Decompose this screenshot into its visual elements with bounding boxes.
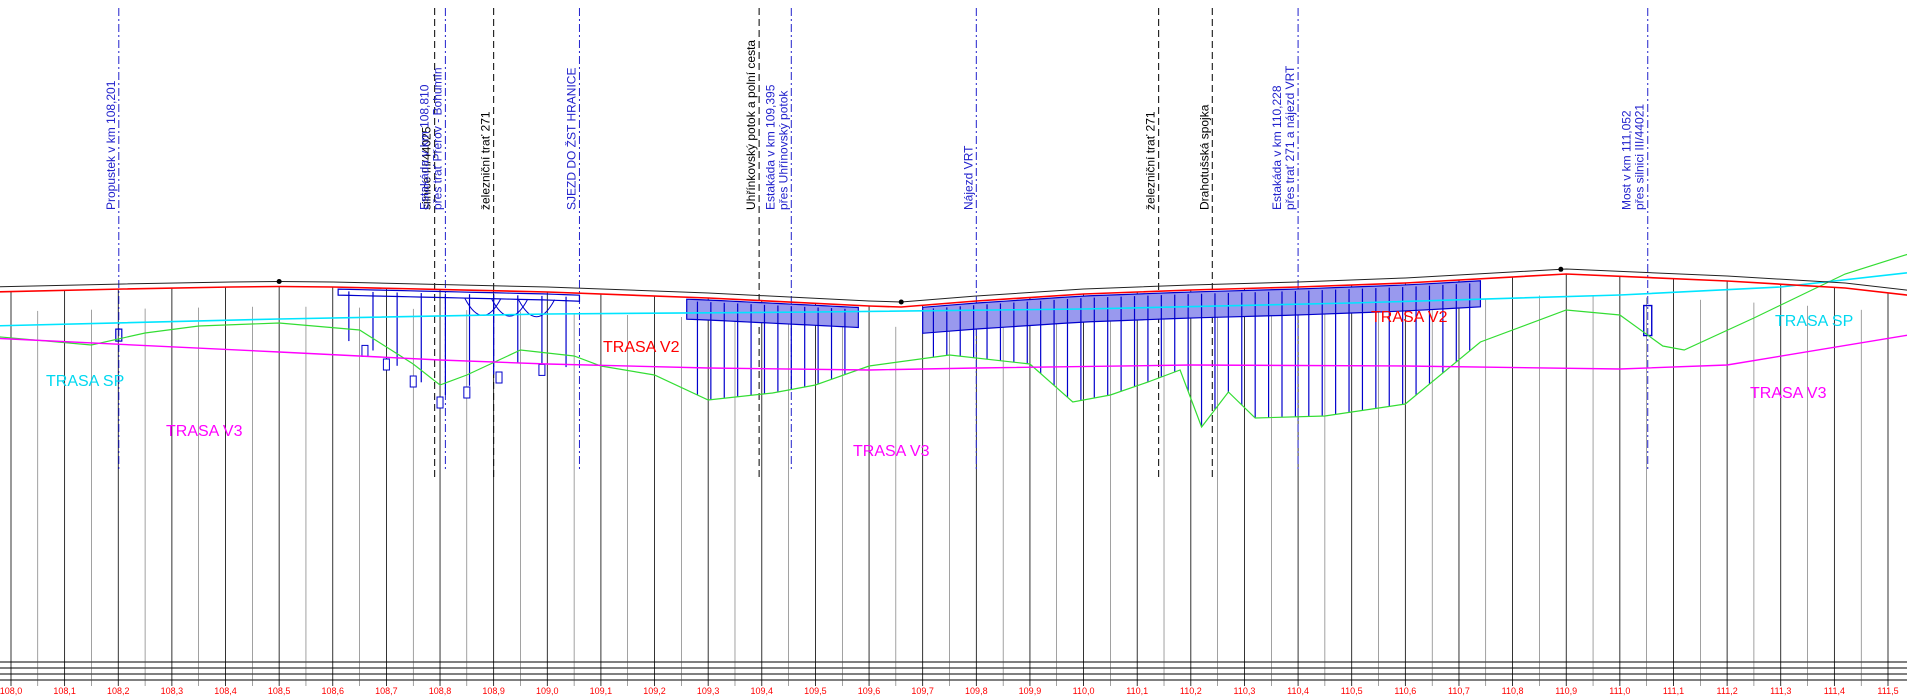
crossing-label-line: železniční trať 271 bbox=[1144, 111, 1158, 210]
km-label: 110,1 bbox=[1126, 686, 1148, 696]
crossing-label-line: SJEZD DO ŽST HRANICE bbox=[563, 68, 578, 210]
arch bbox=[491, 298, 529, 317]
crossing-label-line: Propustek v km 108,201 bbox=[104, 80, 118, 210]
crossing-label-group-0: Propustek v km 108,201 bbox=[104, 80, 118, 210]
crossing-label-line: železniční trať 271 bbox=[479, 111, 493, 210]
crossing-label-line: přes trať Přerov - Bohumín bbox=[430, 67, 444, 210]
km-label: 110,8 bbox=[1502, 686, 1524, 696]
km-label: 109,3 bbox=[697, 686, 720, 696]
km-label: 108,6 bbox=[322, 686, 345, 696]
deck-estakada-108810 bbox=[337, 288, 581, 302]
route-v3-line bbox=[0, 334, 1907, 371]
km-label: 109,0 bbox=[536, 686, 559, 696]
pier-footing bbox=[495, 371, 503, 384]
km-label: 108,7 bbox=[375, 686, 398, 696]
crossing-label-group-3: železniční trať 271 bbox=[479, 111, 493, 210]
km-label: 110,4 bbox=[1287, 686, 1309, 696]
km-label: 111,3 bbox=[1770, 686, 1791, 696]
arch bbox=[518, 299, 556, 318]
crossing-label-line: Most v km 111,052 bbox=[1620, 110, 1634, 210]
kilometre-labels: 108,0 108,1 108,2 108,3 108,4 108,5 108,6 108,7… bbox=[0, 686, 1899, 696]
pier-footing bbox=[436, 396, 444, 409]
km-label: 110,9 bbox=[1555, 686, 1577, 696]
bridge-structures bbox=[115, 280, 1653, 427]
pier-footing bbox=[538, 363, 546, 376]
km-label: 109,4 bbox=[751, 686, 774, 696]
km-label: 109,1 bbox=[590, 686, 613, 696]
grade-change-marker bbox=[276, 279, 282, 284]
crossing-labels: Propustek v km 108,201 silnice III/44025E… bbox=[104, 40, 1647, 210]
km-label: 110,0 bbox=[1073, 686, 1095, 696]
crossing-label-group-11: Most v km 111,052 přes silnici III/44021 bbox=[1620, 104, 1647, 210]
crossing-label-group-5: Uhřínkovský potok a polní cesta bbox=[744, 40, 758, 210]
crossing-label-group-9: Drahotušská spojka bbox=[1197, 104, 1211, 210]
crossing-label-group-1: silnice III/44025 bbox=[420, 126, 434, 210]
km-label: 108,8 bbox=[429, 686, 452, 696]
route-label-v3-mid: TRASA V3 bbox=[853, 443, 930, 460]
grade-change-marker bbox=[1558, 266, 1564, 272]
km-label: 110,2 bbox=[1180, 686, 1202, 696]
km-label: 109,7 bbox=[911, 686, 934, 696]
km-label: 108,1 bbox=[53, 686, 76, 696]
rail-level-line bbox=[0, 268, 1907, 303]
crossing-label-group-7: Nájezd VRT bbox=[961, 145, 975, 210]
terrain-line bbox=[0, 253, 1907, 429]
route-label-v3-right: TRASA V3 bbox=[1750, 385, 1827, 402]
km-label: 108,0 bbox=[0, 686, 22, 696]
km-label: 109,8 bbox=[965, 686, 988, 696]
route-label-sp-right: TRASA SP bbox=[1775, 313, 1853, 330]
crossing-label-line: Estakáda v km 109,395 bbox=[763, 84, 777, 210]
km-label: 111,2 bbox=[1717, 686, 1738, 696]
station-grid bbox=[0, 274, 1907, 686]
km-label: 111,1 bbox=[1663, 686, 1684, 696]
route-label-v2-left: TRASA V2 bbox=[603, 339, 680, 356]
km-label: 109,9 bbox=[1019, 686, 1042, 696]
km-label: 109,2 bbox=[643, 686, 666, 696]
route-label-v2-right: TRASA V2 bbox=[1371, 309, 1448, 326]
km-label: 108,9 bbox=[482, 686, 505, 696]
crossing-label-line: přes silnici III/44021 bbox=[1633, 104, 1647, 210]
crossing-label-line: Estakáda v km 110,228 bbox=[1270, 85, 1284, 210]
km-label: 111,4 bbox=[1824, 686, 1845, 696]
route-v2-line bbox=[0, 273, 1907, 308]
crossing-label-group-6: Estakáda v km 109,395 přes Uhřínovský pot… bbox=[763, 84, 790, 210]
crossing-label-line: silnice III/44025 bbox=[420, 126, 434, 210]
arch bbox=[464, 298, 502, 316]
km-label: 109,5 bbox=[804, 686, 827, 696]
grade-change-marker bbox=[898, 299, 904, 305]
crossing-label-group-10: Estakáda v km 110,228 přes trať 271 a náj… bbox=[1270, 65, 1297, 210]
crossing-label-line: Drahotušská spojka bbox=[1197, 104, 1211, 210]
crossing-label-line: Uhřínkovský potok a polní cesta bbox=[744, 40, 758, 210]
crossing-label-line: Nájezd VRT bbox=[961, 145, 975, 210]
pier-footing bbox=[463, 386, 471, 399]
km-label: 110,7 bbox=[1448, 686, 1470, 696]
crossing-label-group-2: Estakáda v km 108,810 přes trať Přerov - … bbox=[417, 67, 444, 210]
km-label: 110,6 bbox=[1394, 686, 1416, 696]
km-label: 110,5 bbox=[1341, 686, 1363, 696]
km-label: 108,2 bbox=[107, 686, 130, 696]
crossing-label-line: přes Uhřínovský potok bbox=[776, 90, 790, 210]
km-label: 111,5 bbox=[1877, 686, 1898, 696]
pier-footing bbox=[382, 358, 390, 371]
pier-footing bbox=[361, 344, 369, 357]
crossing-label-line: přes trať 271 a nájezd VRT bbox=[1283, 65, 1297, 210]
route-label-sp-left: TRASA SP bbox=[46, 373, 124, 390]
route-profiles bbox=[0, 253, 1907, 429]
km-label: 108,4 bbox=[214, 686, 237, 696]
crossing-markers bbox=[118, 8, 1649, 480]
km-label: 108,3 bbox=[161, 686, 184, 696]
km-label: 111,0 bbox=[1609, 686, 1630, 696]
crossing-label-line: Estakáda v km 108,810 bbox=[417, 84, 431, 210]
crossing-label-group-4: SJEZD DO ŽST HRANICE bbox=[563, 68, 578, 210]
km-label: 109,6 bbox=[858, 686, 881, 696]
route-sp-line bbox=[0, 272, 1907, 327]
km-label: 108,5 bbox=[268, 686, 291, 696]
crossing-label-group-8: železniční trať 271 bbox=[1144, 111, 1158, 210]
culvert bbox=[115, 328, 123, 342]
route-label-v3-left: TRASA V3 bbox=[166, 423, 243, 440]
km-label: 110,3 bbox=[1234, 686, 1256, 696]
pier-footing bbox=[409, 375, 417, 388]
